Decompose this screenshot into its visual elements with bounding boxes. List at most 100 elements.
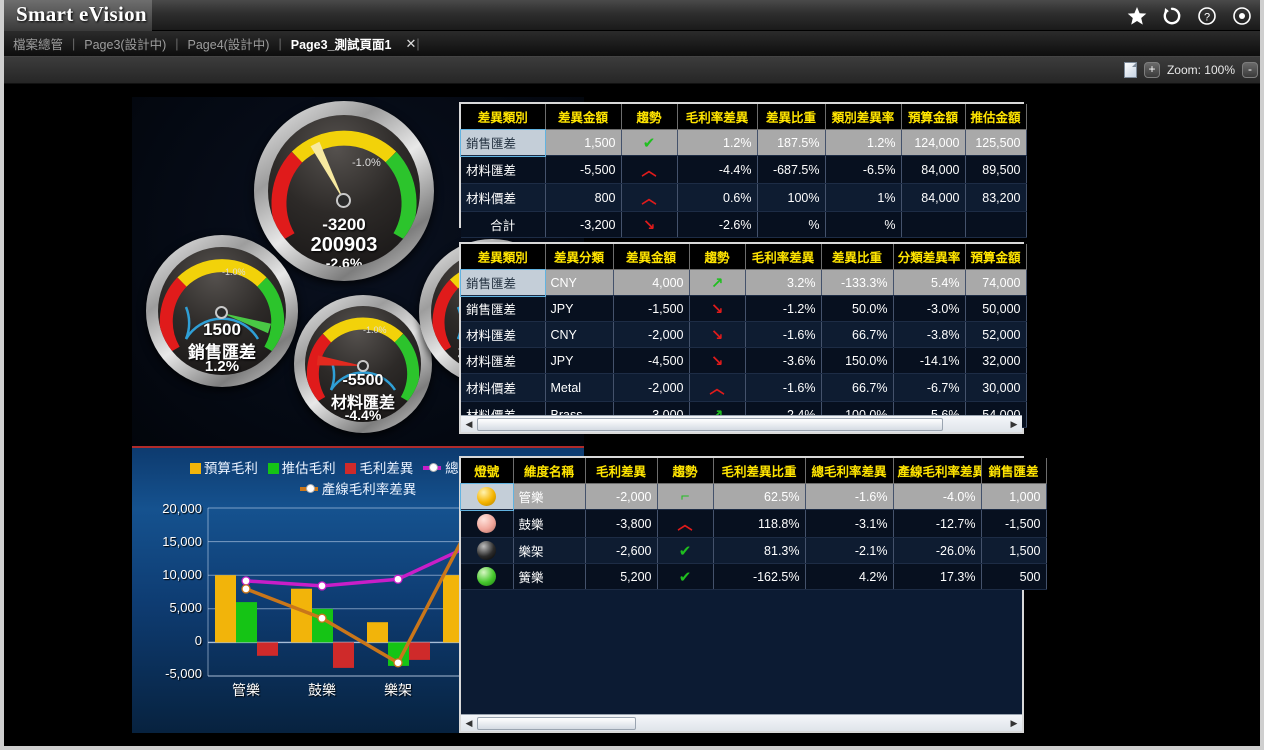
horizontal-scrollbar[interactable]: ◀ ▶: [461, 415, 1022, 432]
variance-subcategory-table: 差異類別 差異分類 差異金額 趨勢 毛利率差異 差異比重 分類差異率 預算金額 …: [459, 242, 1027, 434]
tab-separator: |: [416, 36, 420, 51]
cell-category: 銷售匯差: [460, 268, 546, 297]
cell-subcategory-rate: -3.8%: [893, 321, 966, 348]
col-header[interactable]: 毛利差異: [585, 458, 658, 484]
col-header[interactable]: 預算金額: [965, 244, 1027, 270]
col-header[interactable]: 推估金額: [965, 104, 1027, 130]
cell-variance-weight: 150.0%: [821, 347, 894, 374]
tab-page4-design[interactable]: Page4(設計中): [187, 38, 270, 52]
trend-check-up-icon: ✔: [657, 563, 714, 590]
zoom-out-button[interactable]: -: [1242, 62, 1258, 78]
col-header[interactable]: 毛利率差異: [677, 104, 758, 130]
tab-close-icon[interactable]: ✕: [405, 35, 417, 51]
col-header[interactable]: 差異金額: [545, 104, 622, 130]
y-axis-left-tick: 0: [194, 633, 202, 648]
table-row[interactable]: 材料價差 Metal -2,000 ︿ -1.6% 66.7% -6.7% 30…: [461, 373, 1027, 402]
cell-sales-exchange-variance: 1,500: [981, 537, 1047, 564]
col-header[interactable]: 類別差異率: [825, 104, 902, 130]
scroll-left-arrow-icon[interactable]: ◀: [465, 717, 473, 728]
help-icon[interactable]: ?: [1195, 4, 1219, 28]
table-row[interactable]: 銷售匯差 CNY 4,000 ↗ 3.2% -133.3% 5.4% 74,00…: [460, 268, 1027, 297]
cell-category: 合計: [461, 211, 546, 238]
col-header[interactable]: 毛利率差異: [745, 244, 822, 270]
zoom-in-button[interactable]: +: [1143, 62, 1160, 78]
scroll-left-arrow-icon[interactable]: ◀: [465, 418, 473, 429]
table-row[interactable]: 材料匯差 JPY -4,500 ↘ -3.6% 150.0% -14.1% 32…: [461, 347, 1027, 374]
settings-icon[interactable]: [1230, 4, 1254, 28]
table-row-total[interactable]: 合計 -3,200 ↘ -2.6% % %: [461, 211, 1027, 238]
table-row[interactable]: 材料匯差 CNY -2,000 ↘ -1.6% 66.7% -3.8% 52,0…: [461, 321, 1027, 348]
table-row[interactable]: 銷售匯差 JPY -1,500 ↘ -1.2% 50.0% -3.0% 50,0…: [461, 295, 1027, 322]
scrollbar-thumb[interactable]: [477, 417, 943, 431]
scrollbar-track[interactable]: [477, 716, 1006, 731]
cell-profit-variance: -2,000: [585, 483, 658, 510]
col-header[interactable]: 差異類別: [461, 104, 546, 130]
table-header-row: 燈號 維度名稱 毛利差異 趨勢 毛利差異比重 總毛利率差異 產線毛利率差異 銷售…: [461, 458, 1047, 484]
cell-sales-exchange-variance: 1,000: [981, 483, 1047, 510]
variance-category-table: 差異類別 差異金額 趨勢 毛利率差異 差異比重 類別差異率 預算金額 推估金額 …: [459, 102, 1027, 238]
col-header[interactable]: 差異比重: [821, 244, 894, 270]
cell-budget: [901, 211, 966, 238]
table-row[interactable]: 銷售匯差 1,500 ✔ 1.2% 187.5% 1.2% 124,000 12…: [460, 128, 1027, 157]
cell-estimate: 125,500: [965, 129, 1027, 156]
table-row[interactable]: 簧樂 5,200 ✔ -162.5% 4.2% 17.3% 500: [461, 563, 1047, 590]
col-header[interactable]: 差異比重: [757, 104, 826, 130]
scrollbar-thumb[interactable]: [477, 716, 636, 730]
col-header[interactable]: 趨勢: [689, 244, 746, 270]
col-header[interactable]: 產線毛利率差異: [893, 458, 982, 484]
table-mid: 差異類別 差異分類 差異金額 趨勢 毛利率差異 差異比重 分類差異率 預算金額 …: [460, 244, 1027, 428]
col-header[interactable]: 趨勢: [657, 458, 714, 484]
horizontal-scrollbar[interactable]: ◀ ▶: [461, 714, 1022, 731]
cell-subcategory: JPY: [545, 347, 614, 374]
col-header[interactable]: 維度名稱: [513, 458, 586, 484]
scroll-right-arrow-icon[interactable]: ▶: [1010, 717, 1018, 728]
trend-check-up-icon: ✔: [621, 129, 678, 156]
cell-line-margin-variance: 17.3%: [893, 563, 982, 590]
tab-file-explorer[interactable]: 檔案總管: [13, 38, 64, 52]
gauge-material-exchange-variance[interactable]: -1.0% -5500 材料匯差 -4.4%: [294, 295, 432, 433]
col-header[interactable]: 預算金額: [901, 104, 966, 130]
y-axis-left-tick: 10,000: [162, 567, 202, 582]
cell-total-margin-variance: 4.2%: [805, 563, 894, 590]
legend-line-icon: [423, 463, 442, 472]
legend-item-profit-variance: 毛利差異: [345, 458, 413, 479]
app-title: Smart eVision: [16, 2, 147, 26]
refresh-icon[interactable]: [1160, 4, 1184, 28]
scrollbar-track[interactable]: [477, 417, 1006, 432]
col-header[interactable]: 銷售匯差: [981, 458, 1047, 484]
gauge-main-period: 200903: [310, 234, 378, 256]
scroll-right-arrow-icon[interactable]: ▶: [1010, 418, 1018, 429]
col-header[interactable]: 毛利差異比重: [713, 458, 806, 484]
col-header[interactable]: 趨勢: [621, 104, 678, 130]
trend-caret-up-icon: ︿: [657, 509, 714, 538]
col-header[interactable]: 差異金額: [613, 244, 690, 270]
table-row[interactable]: 材料價差 800 ︿ 0.6% 100% 1% 84,000 83,200: [461, 183, 1027, 212]
cell-category: 材料價差: [461, 183, 546, 212]
tab-page3-design[interactable]: Page3(設計中): [84, 38, 167, 52]
cell-margin-variance: -3.6%: [745, 347, 822, 374]
cell-budget: 84,000: [901, 183, 966, 212]
table-row[interactable]: 管樂 -2,000 ⌐ 62.5% -1.6% -4.0% 1,000: [460, 482, 1047, 511]
favorite-star-icon[interactable]: [1125, 4, 1149, 28]
tab-separator: |: [72, 36, 76, 51]
table-row[interactable]: 材料匯差 -5,500 ︿ -4.4% -687.5% -6.5% 84,000…: [461, 155, 1027, 184]
cell-subcategory: Metal: [545, 373, 614, 402]
col-header[interactable]: 分類差異率: [893, 244, 966, 270]
table-row[interactable]: 樂架 -2,600 ✔ 81.3% -2.1% -26.0% 1,500: [461, 537, 1047, 564]
col-header[interactable]: 總毛利率差異: [805, 458, 894, 484]
page-icon[interactable]: [1123, 62, 1137, 78]
col-header[interactable]: 差異分類: [545, 244, 614, 270]
cell-estimate: [965, 211, 1027, 238]
col-header[interactable]: 差異類別: [461, 244, 546, 270]
table-row[interactable]: 鼓樂 -3,800 ︿ 118.8% -3.1% -12.7% -1,500: [461, 509, 1047, 538]
gauge-main-value: -3200: [322, 215, 366, 234]
dashboard-canvas: -1.0% -3200 200903 -2.6%: [4, 84, 1260, 746]
tab-page3-test-page1[interactable]: Page3_測試頁面1: [290, 38, 392, 52]
cell-total-margin-variance: -3.1%: [805, 509, 894, 538]
cell-budget: 74,000: [965, 269, 1027, 296]
col-header[interactable]: 燈號: [461, 458, 514, 484]
table-header-row: 差異類別 差異分類 差異金額 趨勢 毛利率差異 差異比重 分類差異率 預算金額: [461, 244, 1027, 270]
cell-subcategory-rate: -14.1%: [893, 347, 966, 374]
gauge-main[interactable]: -1.0% -3200 200903 -2.6%: [254, 101, 434, 281]
gauge-sales-exchange-variance[interactable]: -1.0% 1500 銷售匯差 1.2%: [146, 235, 298, 387]
